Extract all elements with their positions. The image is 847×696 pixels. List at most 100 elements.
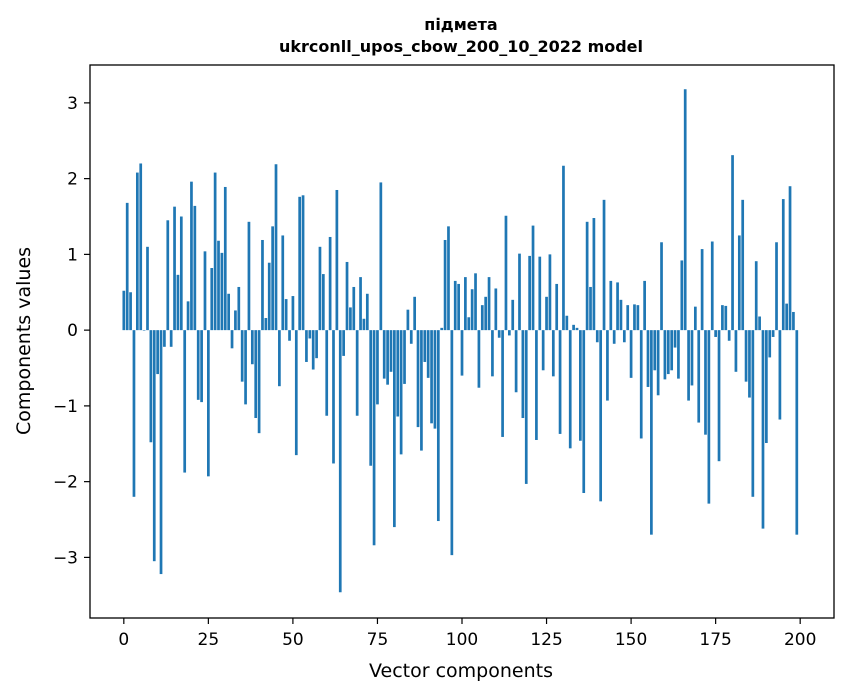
bar bbox=[426, 330, 430, 378]
bar bbox=[765, 330, 768, 444]
bars-group bbox=[122, 89, 799, 593]
bar bbox=[528, 255, 531, 331]
x-tick-label: 50 bbox=[282, 630, 304, 650]
bar bbox=[673, 330, 677, 348]
bar bbox=[254, 330, 258, 419]
bar bbox=[666, 330, 670, 375]
bar bbox=[460, 330, 464, 376]
bar bbox=[230, 330, 234, 349]
x-tick-label: 200 bbox=[784, 630, 816, 650]
y-tick-label: 3 bbox=[67, 94, 78, 114]
bar bbox=[656, 330, 660, 396]
x-tick-label: 150 bbox=[615, 630, 647, 650]
bar bbox=[196, 330, 200, 400]
bar bbox=[585, 221, 589, 331]
bar bbox=[166, 220, 170, 331]
plot-frame bbox=[89, 64, 835, 619]
y-tick-label: 0 bbox=[67, 321, 78, 341]
bar bbox=[501, 330, 504, 437]
bar bbox=[697, 330, 701, 423]
bar bbox=[484, 296, 488, 331]
bar bbox=[727, 330, 731, 341]
bar bbox=[754, 261, 758, 331]
bar bbox=[443, 239, 447, 331]
y-axis-label: Components values bbox=[13, 247, 35, 435]
bar bbox=[622, 330, 626, 343]
bar bbox=[436, 330, 440, 522]
bar bbox=[420, 330, 423, 451]
bar bbox=[633, 304, 636, 331]
bar bbox=[183, 330, 187, 473]
bar bbox=[234, 310, 237, 331]
bar bbox=[768, 330, 772, 358]
bar bbox=[278, 330, 281, 387]
y-axis-ticks: −3 −2 −1 0 1 2 3 bbox=[53, 94, 90, 568]
bar bbox=[724, 305, 728, 331]
bar bbox=[579, 330, 582, 441]
y-tick-label: −1 bbox=[53, 397, 78, 417]
bar bbox=[710, 241, 714, 331]
bar bbox=[416, 330, 420, 428]
bar bbox=[741, 199, 745, 331]
bar bbox=[271, 226, 274, 331]
chart-title-line2: ukrconll_upos_cbow_200_10_2022 model bbox=[279, 37, 643, 56]
bar bbox=[328, 236, 332, 331]
bar bbox=[660, 242, 663, 331]
bar bbox=[450, 330, 454, 556]
bar bbox=[744, 330, 748, 382]
bar bbox=[389, 330, 393, 372]
bar bbox=[602, 199, 606, 331]
bar bbox=[227, 293, 231, 331]
bar bbox=[629, 330, 633, 378]
bar bbox=[470, 289, 474, 331]
bar bbox=[521, 330, 525, 419]
bar bbox=[555, 283, 559, 331]
bar bbox=[690, 330, 694, 386]
bar bbox=[565, 315, 569, 331]
bar bbox=[125, 202, 129, 331]
bar bbox=[457, 283, 460, 331]
bar bbox=[612, 330, 616, 344]
bar bbox=[173, 206, 176, 331]
bar bbox=[149, 330, 153, 443]
bar bbox=[568, 330, 572, 449]
x-tick-label: 175 bbox=[699, 630, 731, 650]
bar bbox=[294, 330, 298, 456]
bar bbox=[352, 286, 356, 331]
bar bbox=[551, 330, 555, 377]
bar bbox=[795, 330, 799, 535]
bar bbox=[274, 164, 278, 331]
bar bbox=[758, 316, 761, 331]
bar bbox=[717, 330, 721, 462]
bar bbox=[687, 330, 690, 401]
bar bbox=[152, 330, 156, 562]
y-tick-label: 1 bbox=[67, 245, 78, 265]
bar bbox=[321, 274, 325, 331]
bar bbox=[771, 330, 775, 337]
bar bbox=[396, 330, 400, 417]
y-tick-label: −2 bbox=[53, 473, 78, 493]
bar bbox=[288, 330, 291, 341]
bar bbox=[257, 330, 261, 434]
bar bbox=[193, 205, 197, 331]
bar bbox=[409, 330, 413, 344]
bar bbox=[430, 330, 433, 424]
bar bbox=[176, 274, 180, 331]
chart-title-line1: підмета bbox=[424, 15, 497, 34]
bar bbox=[156, 330, 159, 375]
bar bbox=[792, 311, 795, 331]
bar bbox=[213, 172, 217, 331]
bar bbox=[132, 330, 136, 497]
bar bbox=[335, 189, 339, 331]
bar bbox=[606, 330, 609, 401]
bar bbox=[572, 324, 575, 331]
bar bbox=[372, 330, 376, 546]
bar bbox=[609, 280, 613, 331]
bar bbox=[504, 215, 508, 331]
bar bbox=[305, 330, 308, 362]
bar bbox=[433, 330, 437, 429]
x-axis-ticks: 0 25 50 75 100 125 150 175 200 bbox=[118, 618, 816, 650]
bar bbox=[311, 330, 315, 370]
bar bbox=[139, 163, 143, 331]
x-tick-label: 0 bbox=[118, 630, 129, 650]
